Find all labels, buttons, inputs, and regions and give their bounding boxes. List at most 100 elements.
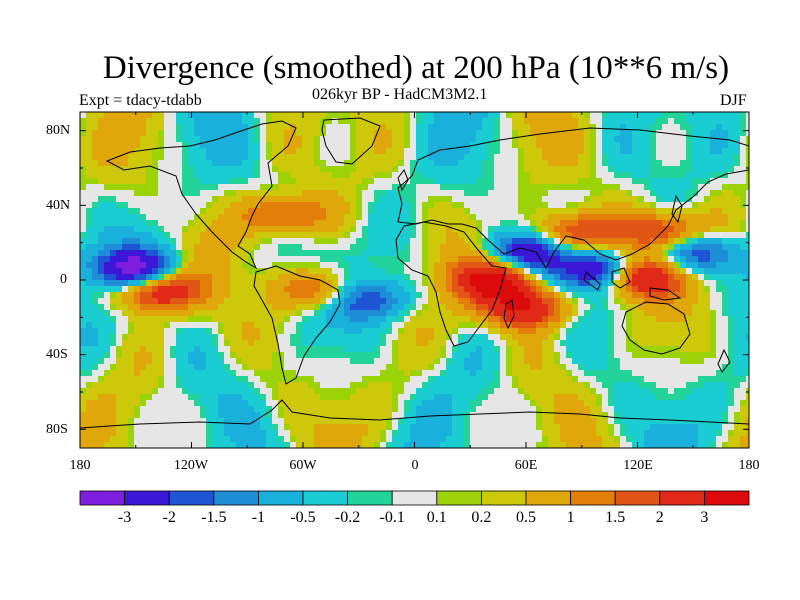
field-cell <box>470 358 477 365</box>
field-cell <box>530 232 537 239</box>
field-cell <box>140 244 147 251</box>
field-cell <box>536 316 543 323</box>
field-cell <box>242 226 249 233</box>
field-cell <box>110 262 117 269</box>
field-cell <box>320 196 327 203</box>
field-cell <box>260 316 267 323</box>
field-cell <box>728 310 735 317</box>
field-cell <box>674 316 681 323</box>
field-cell <box>134 298 141 305</box>
field-cell <box>464 244 471 251</box>
field-cell <box>380 142 387 149</box>
field-cell <box>614 310 621 317</box>
field-cell <box>296 202 303 209</box>
field-cell <box>314 196 321 203</box>
field-cell <box>122 202 129 209</box>
field-cell <box>332 298 339 305</box>
field-cell <box>362 112 369 119</box>
field-cell <box>530 274 537 281</box>
field-cell <box>116 322 123 329</box>
field-cell <box>554 250 561 257</box>
field-cell <box>260 232 267 239</box>
field-cell <box>686 334 693 341</box>
field-cell <box>626 196 633 203</box>
field-cell <box>398 160 405 167</box>
field-cell <box>182 232 189 239</box>
field-cell <box>128 214 135 221</box>
field-cell <box>374 166 381 173</box>
field-cell <box>218 244 225 251</box>
field-cell <box>560 310 567 317</box>
field-cell <box>128 352 135 359</box>
field-cell <box>416 244 423 251</box>
field-cell <box>596 304 603 311</box>
field-cell <box>146 154 153 161</box>
field-cell <box>602 178 609 185</box>
field-cell <box>104 292 111 299</box>
field-cell <box>602 172 609 179</box>
field-cell <box>218 334 225 341</box>
field-cell <box>674 298 681 305</box>
field-cell <box>662 202 669 209</box>
field-cell <box>698 304 705 311</box>
field-cell <box>524 130 531 137</box>
field-cell <box>566 214 573 221</box>
field-cell <box>158 142 165 149</box>
field-cell <box>608 262 615 269</box>
field-cell <box>146 376 153 383</box>
field-cell <box>476 370 483 377</box>
field-cell <box>650 142 657 149</box>
season-label: DJF <box>720 92 747 109</box>
field-cell <box>158 112 165 119</box>
field-cell <box>536 130 543 137</box>
field-cell <box>554 352 561 359</box>
field-cell <box>734 214 741 221</box>
field-cell <box>596 292 603 299</box>
field-cell <box>296 322 303 329</box>
field-cell <box>734 370 741 377</box>
field-cell <box>212 118 219 125</box>
field-cell <box>200 298 207 305</box>
field-cell <box>458 226 465 233</box>
field-cell <box>710 166 717 173</box>
field-cell <box>176 232 183 239</box>
field-cell <box>194 364 201 371</box>
field-cell <box>734 202 741 209</box>
field-cell <box>248 226 255 233</box>
field-cell <box>170 238 177 245</box>
field-cell <box>584 124 591 131</box>
field-cell <box>98 316 105 323</box>
field-cell <box>530 286 537 293</box>
field-cell <box>134 310 141 317</box>
field-cell <box>290 364 297 371</box>
field-cell <box>596 238 603 245</box>
field-cell <box>98 184 105 191</box>
field-cell <box>494 358 501 365</box>
field-cell <box>194 346 201 353</box>
field-cell <box>92 280 99 287</box>
field-cell <box>470 352 477 359</box>
field-cell <box>692 196 699 203</box>
field-cell <box>386 370 393 377</box>
field-cell <box>176 196 183 203</box>
field-cell <box>698 148 705 155</box>
field-cell <box>374 322 381 329</box>
field-cell <box>668 112 675 119</box>
field-cell <box>272 142 279 149</box>
field-cell <box>350 340 357 347</box>
field-cell <box>500 142 507 149</box>
field-cell <box>560 280 567 287</box>
field-cell <box>536 142 543 149</box>
field-cell <box>362 250 369 257</box>
field-cell <box>404 154 411 161</box>
field-cell <box>110 250 117 257</box>
field-cell <box>410 340 417 347</box>
field-cell <box>734 220 741 227</box>
field-cell <box>386 196 393 203</box>
field-cell <box>710 358 717 365</box>
field-cell <box>614 130 621 137</box>
field-cell <box>512 190 519 197</box>
field-cell <box>152 268 159 275</box>
field-cell <box>320 208 327 215</box>
field-cell <box>284 262 291 269</box>
